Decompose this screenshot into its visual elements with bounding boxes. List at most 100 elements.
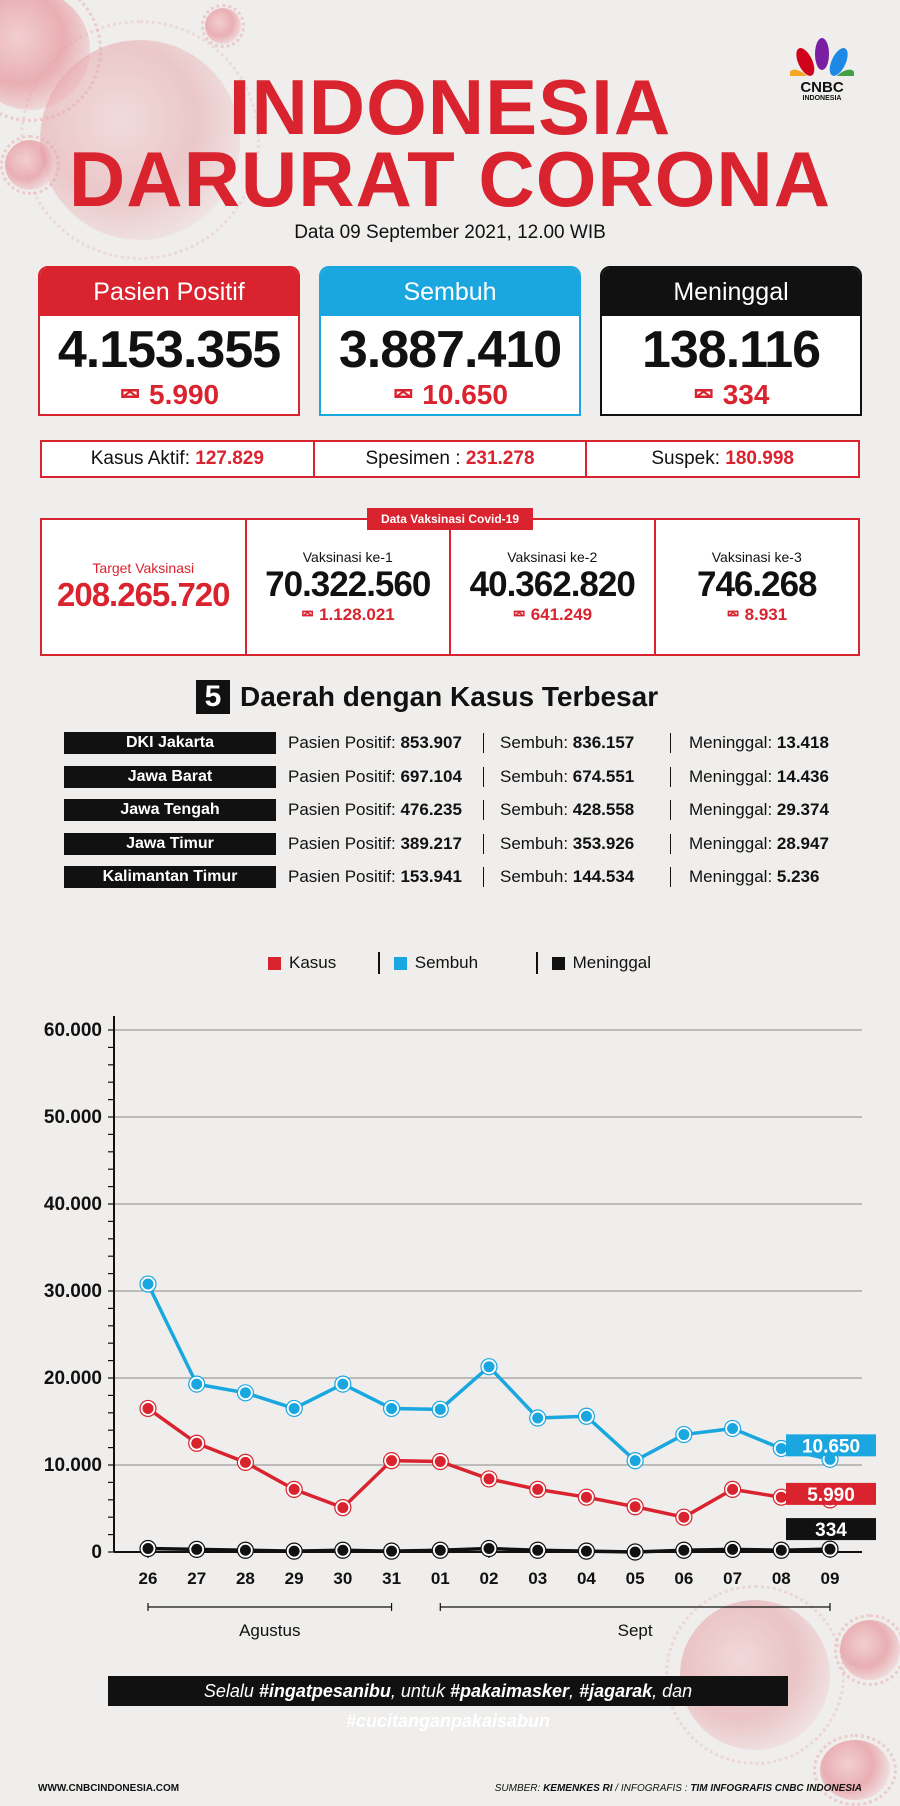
data-point-ring xyxy=(577,1488,596,1506)
stat-spesimen: Spesimen : 231.278 xyxy=(312,442,586,476)
y-tick-label: 20.000 xyxy=(44,1368,102,1389)
x-tick-label: 27 xyxy=(187,1569,206,1588)
vaccination-panel: Target Vaksinasi 208.265.720 Vaksinasi k… xyxy=(40,518,860,656)
value: 836.157 xyxy=(572,733,635,752)
x-tick-label: 29 xyxy=(285,1569,304,1588)
card-sembuh: Sembuh 3.887.410 ⮹ 10.650 xyxy=(319,266,581,416)
region-positif: Pasien Positif: 476.235 xyxy=(288,800,483,820)
dose-value: 40.362.820 xyxy=(469,565,636,604)
label: Sembuh: xyxy=(500,766,569,786)
card-label: Pasien Positif xyxy=(40,268,298,316)
data-point-sembuh xyxy=(189,1376,205,1392)
y-tick-label: 30.000 xyxy=(44,1281,102,1302)
card-delta: ⮹ 5.990 xyxy=(40,380,298,410)
x-tick-label: 01 xyxy=(431,1569,450,1588)
label: Pasien Positif: xyxy=(288,867,396,886)
vaccination-dose-2: Vaksinasi ke-2 40.362.820 ⮹ 641.249 xyxy=(449,520,654,654)
data-point-sembuh xyxy=(530,1410,546,1426)
data-point-ring xyxy=(285,1399,303,1418)
logo-text: CNBC xyxy=(800,79,844,96)
data-point-ring xyxy=(431,1400,449,1418)
vaccination-dose-1: Vaksinasi ke-1 70.322.560 ⮹ 1.128.021 xyxy=(244,520,450,654)
data-point-ring xyxy=(334,1375,352,1393)
data-point-ring xyxy=(529,1409,547,1427)
card-delta-value: 10.650 xyxy=(422,379,508,410)
value: 353.926 xyxy=(572,833,635,853)
data-point-meninggal xyxy=(384,1543,400,1559)
y-tick-label: 60.000 xyxy=(44,1020,102,1041)
y-tick-label: 50.000 xyxy=(44,1107,102,1128)
data-point-ring xyxy=(236,1541,255,1559)
data-point-meninggal xyxy=(676,1542,692,1558)
data-point-kasus xyxy=(189,1435,205,1451)
data-point-sembuh xyxy=(286,1400,302,1416)
value: 5.236 xyxy=(776,867,820,886)
stat-kasus-aktif: Kasus Aktif: 127.829 xyxy=(42,442,313,476)
region-sembuh: Sembuh: 144.534 xyxy=(483,867,670,887)
data-point-meninggal xyxy=(578,1543,594,1559)
data-point-kasus xyxy=(627,1499,643,1515)
region-positif: Pasien Positif: 153.941 xyxy=(288,867,483,887)
x-tick-label: 05 xyxy=(626,1569,645,1588)
data-point-kasus xyxy=(140,1400,156,1416)
data-point-ring xyxy=(188,1434,206,1452)
region-name: Jawa Tengah xyxy=(64,799,276,821)
label: Meninggal: xyxy=(689,766,773,786)
data-point-meninggal xyxy=(140,1541,156,1557)
data-point-kasus xyxy=(725,1481,741,1497)
region-positif: Pasien Positif: 853.907 xyxy=(288,733,483,753)
value: 389.217 xyxy=(400,833,462,853)
data-point-ring xyxy=(529,1541,547,1559)
vaccination-dose-3: Vaksinasi ke-3 746.268 ⮹ 8.931 xyxy=(653,520,859,654)
card-delta: ⮹ 334 xyxy=(602,380,860,410)
end-label-box xyxy=(786,1434,876,1457)
stat-suspek: Suspek: 180.998 xyxy=(585,442,858,476)
stat-value: 180.998 xyxy=(725,448,794,469)
value: 428.558 xyxy=(572,800,635,819)
slogan-text: , xyxy=(569,1681,580,1701)
region-sembuh: Sembuh: 353.926 xyxy=(483,833,670,854)
up-arrow-icon: ⮹ xyxy=(118,379,142,410)
label: Pasien Positif: xyxy=(288,800,396,819)
data-point-ring xyxy=(382,1542,401,1560)
region-meninggal: Meninggal: 14.436 xyxy=(670,766,829,787)
x-tick-label: 07 xyxy=(723,1569,742,1588)
slogan-banner: Selalu #ingatpesanibu, untuk #pakaimaske… xyxy=(108,1676,788,1731)
slogan-hashtag: #cucitanganpakaisabun xyxy=(345,1711,551,1731)
month-label: Agustus xyxy=(239,1621,300,1640)
region-row: DKI Jakarta Pasien Positif: 853.907 Sembuh… xyxy=(64,730,844,756)
data-point-meninggal xyxy=(530,1542,546,1558)
data-point-ring xyxy=(285,1480,303,1498)
region-name: DKI Jakarta xyxy=(64,732,276,754)
card-delta-value: 334 xyxy=(722,379,770,410)
value: 13.418 xyxy=(776,733,829,752)
data-point-meninggal xyxy=(286,1543,302,1559)
data-point-ring xyxy=(139,1399,157,1418)
y-tick-label: 10.000 xyxy=(44,1455,102,1476)
footer-source-name: KEMENKES RI xyxy=(543,1783,613,1794)
region-sembuh: Sembuh: 674.551 xyxy=(483,766,670,787)
data-point-kasus xyxy=(286,1481,302,1497)
data-point-ring xyxy=(334,1499,352,1517)
logo-subtext: INDONESIA xyxy=(802,95,842,102)
slogan-hashtag: #pakaimasker xyxy=(449,1681,570,1701)
value: 144.534 xyxy=(572,867,635,886)
virus-decoration xyxy=(20,20,260,260)
data-point-ring xyxy=(723,1480,742,1498)
footer-source: SUMBER: KEMENKES RI / INFOGRAFIS : TIM I… xyxy=(495,1783,862,1794)
end-label-box xyxy=(786,1482,876,1505)
slogan-text: , untuk xyxy=(390,1681,450,1701)
chart-legend: Kasus Sembuh Meninggal xyxy=(268,952,651,974)
slogan-hashtag: #ingatpesanibu xyxy=(258,1681,391,1701)
data-point-ring xyxy=(382,1452,401,1470)
region-meninggal: Meninggal: 28.947 xyxy=(670,833,829,854)
x-tick-label: 09 xyxy=(821,1569,840,1588)
dose-delta-value: 1.128.021 xyxy=(319,605,395,624)
data-point-sembuh xyxy=(481,1359,497,1375)
virus-decoration xyxy=(0,135,60,195)
data-point-ring xyxy=(723,1540,742,1558)
legend-divider xyxy=(378,952,380,974)
dose-value: 70.322.560 xyxy=(265,565,431,604)
slogan-hashtag: #jagarak xyxy=(579,1681,653,1701)
region-name: Jawa Timur xyxy=(64,832,276,855)
